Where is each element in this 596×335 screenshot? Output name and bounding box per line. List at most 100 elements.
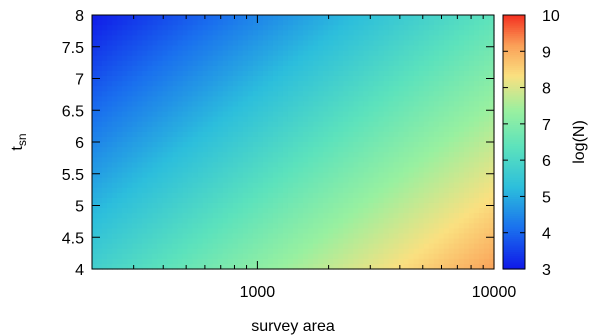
heatmap-cell [453, 25, 460, 31]
heatmap-cell [373, 91, 380, 97]
heatmap-cell [122, 167, 128, 174]
colorbar-cell [503, 67, 525, 71]
heatmap-cell [458, 116, 465, 123]
heatmap-cell [483, 248, 490, 255]
heatmap-cell [207, 182, 214, 189]
heatmap-cell [368, 81, 375, 87]
heatmap-cell [117, 228, 123, 235]
heatmap-cell [458, 182, 465, 189]
heatmap-cell [443, 20, 450, 26]
heatmap-cell [363, 223, 369, 229]
heatmap-cell [473, 40, 480, 47]
heatmap-cell [277, 70, 284, 77]
heatmap-cell [197, 263, 204, 270]
heatmap-cell [167, 45, 174, 52]
heatmap-cell [282, 30, 289, 36]
heatmap-cell [127, 65, 133, 72]
heatmap-cell [338, 147, 344, 153]
heatmap-cell [277, 50, 284, 57]
heatmap-cell [413, 238, 420, 245]
heatmap-cell [242, 55, 249, 62]
heatmap-cell [323, 197, 329, 204]
heatmap-cell [423, 60, 430, 67]
heatmap-cell [192, 182, 199, 189]
heatmap-cell [237, 208, 244, 214]
heatmap-cell [157, 218, 163, 224]
heatmap-cell [368, 142, 375, 148]
heatmap-cell [298, 91, 304, 97]
heatmap-cell [212, 167, 219, 174]
heatmap-cell [373, 177, 380, 184]
heatmap-cell [232, 248, 239, 255]
heatmap-cell [468, 116, 475, 123]
heatmap-cell [122, 157, 128, 163]
heatmap-cell [122, 182, 128, 189]
heatmap-cell [468, 218, 475, 224]
heatmap-cell [237, 70, 244, 77]
heatmap-cell [262, 75, 269, 82]
heatmap-cell [167, 35, 174, 41]
heatmap-cell [478, 197, 485, 204]
heatmap-cell [488, 86, 495, 92]
colorbar-cell [503, 110, 525, 113]
heatmap-cell [478, 258, 485, 265]
heatmap-cell [132, 218, 138, 224]
heatmap-cell [353, 55, 359, 62]
heatmap-cell [348, 40, 354, 47]
colorbar-cell [503, 61, 525, 65]
heatmap-cell [463, 15, 470, 21]
heatmap-cell [172, 162, 179, 168]
heatmap-cell [478, 172, 485, 179]
heatmap-cell [252, 106, 259, 113]
heatmap-cell [247, 70, 254, 77]
heatmap-cell [122, 213, 128, 219]
heatmap-cell [282, 223, 289, 229]
heatmap-cell [162, 70, 168, 77]
heatmap-cell [363, 15, 369, 21]
heatmap-cell [142, 20, 148, 26]
heatmap-cell [338, 238, 344, 245]
heatmap-cell [237, 182, 244, 189]
heatmap-cell [247, 228, 254, 235]
heatmap-cell [323, 248, 329, 255]
y-axis-title: tsn [9, 133, 29, 150]
heatmap-cell [187, 208, 194, 214]
heatmap-cell [388, 20, 395, 26]
heatmap-cell [92, 248, 98, 255]
heatmap-cell [408, 96, 415, 102]
colorbar-cell [503, 158, 525, 162]
heatmap-cell [298, 50, 304, 57]
heatmap-cell [483, 172, 490, 179]
heatmap-cell [478, 136, 485, 143]
heatmap-cell [212, 65, 219, 72]
heatmap-cell [308, 162, 314, 168]
heatmap-cell [137, 218, 143, 224]
heatmap-cell [157, 228, 163, 235]
heatmap-cell [237, 233, 244, 240]
heatmap-cell [478, 101, 485, 108]
heatmap-cell [272, 142, 279, 148]
heatmap-cell [298, 40, 304, 47]
heatmap-cell [167, 228, 174, 235]
heatmap-cell [393, 81, 400, 87]
heatmap-cell [378, 136, 385, 143]
heatmap-cell [262, 91, 269, 97]
heatmap-cell [107, 177, 113, 184]
heatmap-cell [338, 192, 344, 199]
heatmap-cell [167, 157, 174, 163]
heatmap-cell [167, 192, 174, 199]
heatmap-cell [207, 106, 214, 113]
heatmap-cell [212, 228, 219, 235]
heatmap-cell [293, 70, 299, 77]
heatmap-cell [177, 233, 184, 240]
heatmap-cell [147, 101, 153, 108]
heatmap-cell [383, 223, 390, 229]
heatmap-cell [287, 106, 294, 113]
colorbar-cell [503, 228, 525, 232]
heatmap-cell [433, 162, 440, 168]
heatmap-cell [323, 233, 329, 240]
colorbar-cell [503, 116, 525, 120]
heatmap-cell [162, 238, 168, 245]
heatmap-cell [308, 258, 314, 265]
heatmap-cell [433, 192, 440, 199]
